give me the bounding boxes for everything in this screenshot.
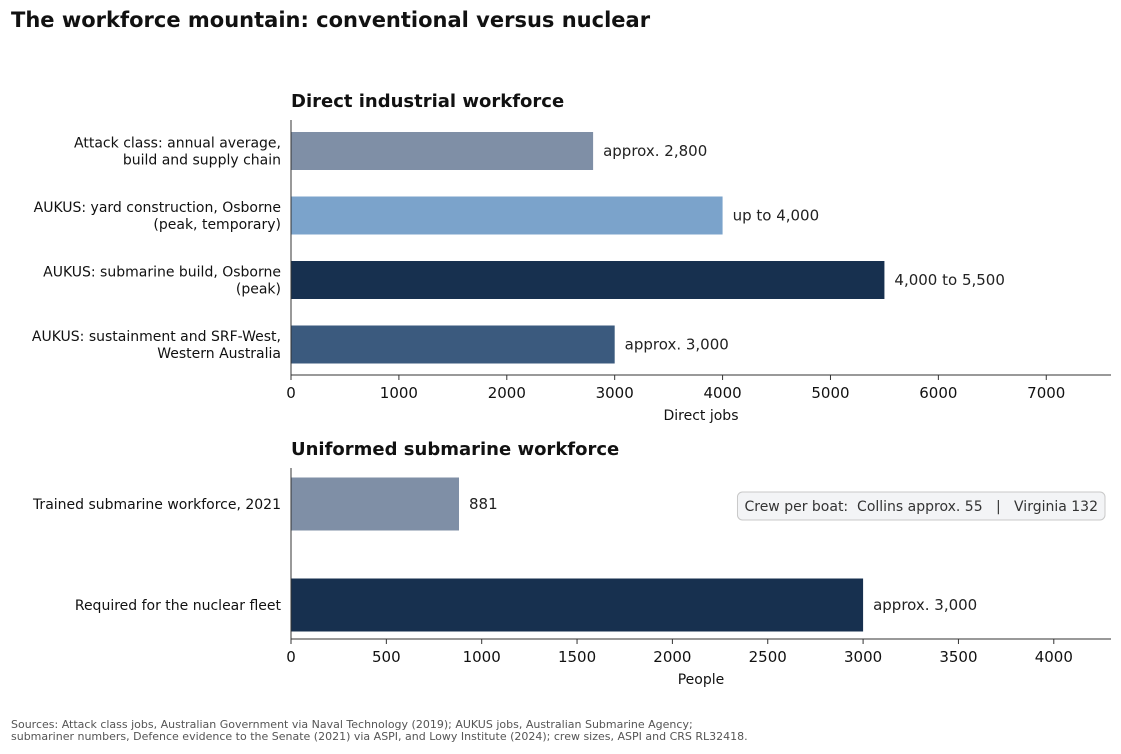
category-label: Trained submarine workforce, 2021 (32, 497, 281, 513)
panel-uniformed-submarine-workforce: Uniformed submarine workforce 881 Trained … (32, 439, 1111, 688)
data-label: up to 4,000 (733, 207, 820, 225)
x-tick-label: 1000 (463, 648, 501, 666)
x-tick-label: 2000 (488, 384, 526, 402)
panel-title: Direct industrial workforce (291, 91, 564, 112)
bar-attack-class-annual-average-build-and-supply-chain (291, 132, 594, 170)
panel-direct-industrial-workforce: Direct industrial workforce approx. 2,800… (32, 91, 1111, 424)
bar-aukus-yard-construction-osborne-peak-temporary (291, 196, 723, 235)
x-tick-label: 3500 (939, 648, 977, 666)
data-label: approx. 3,000 (625, 336, 729, 354)
category-label: Attack class: annual average, (74, 136, 281, 152)
sources-line-1: Sources: Attack class jobs, Australian G… (11, 718, 693, 731)
data-label: 4,000 to 5,500 (894, 271, 1004, 289)
bar-trained-submarine-workforce-2021 (291, 477, 460, 531)
data-label: 881 (469, 495, 498, 513)
x-tick-label: 7000 (1027, 384, 1065, 402)
x-tick-label: 1500 (558, 648, 596, 666)
category-label: (peak) (236, 282, 281, 298)
page-title: The workforce mountain: conventional ver… (11, 8, 651, 32)
x-tick-label: 5000 (811, 384, 849, 402)
x-axis-label: Direct jobs (663, 408, 738, 424)
x-tick-label: 0 (286, 648, 296, 666)
crew-per-boat-note: Crew per boat: Collins approx. 55 | Virg… (744, 499, 1098, 515)
data-label: approx. 3,000 (873, 596, 977, 614)
category-label: Required for the nuclear fleet (75, 598, 282, 614)
x-tick-label: 2500 (749, 648, 787, 666)
x-tick-label: 2000 (653, 648, 691, 666)
crew-per-boat-box (736, 491, 1106, 521)
x-tick-label: 1000 (380, 384, 418, 402)
bar-required-for-the-nuclear-fleet (291, 578, 864, 632)
category-label: Western Australia (157, 346, 281, 362)
category-label: AUKUS: yard construction, Osborne (34, 200, 281, 216)
x-axis-label: People (678, 672, 725, 688)
x-tick-label: 4000 (703, 384, 741, 402)
category-label: AUKUS: submarine build, Osborne (43, 265, 281, 281)
sources-note: Sources: Attack class jobs, Australian G… (11, 719, 748, 743)
x-tick-label: 6000 (919, 384, 957, 402)
sources-line-2: submariner numbers, Defence evidence to … (11, 730, 748, 743)
category-label: (peak, temporary) (153, 217, 281, 233)
category-label: AUKUS: sustainment and SRF-West, (32, 329, 281, 345)
x-tick-label: 3000 (844, 648, 882, 666)
panel-title: Uniformed submarine workforce (291, 439, 619, 460)
x-tick-label: 500 (372, 648, 401, 666)
x-tick-label: 4000 (1035, 648, 1073, 666)
bar-aukus-submarine-build-osborne-peak (291, 261, 885, 299)
bar-aukus-sustainment-and-srf-west-western-australia (291, 325, 615, 364)
x-tick-label: 3000 (596, 384, 634, 402)
x-tick-label: 0 (286, 384, 296, 402)
category-label: build and supply chain (123, 153, 281, 169)
data-label: approx. 2,800 (603, 142, 707, 160)
